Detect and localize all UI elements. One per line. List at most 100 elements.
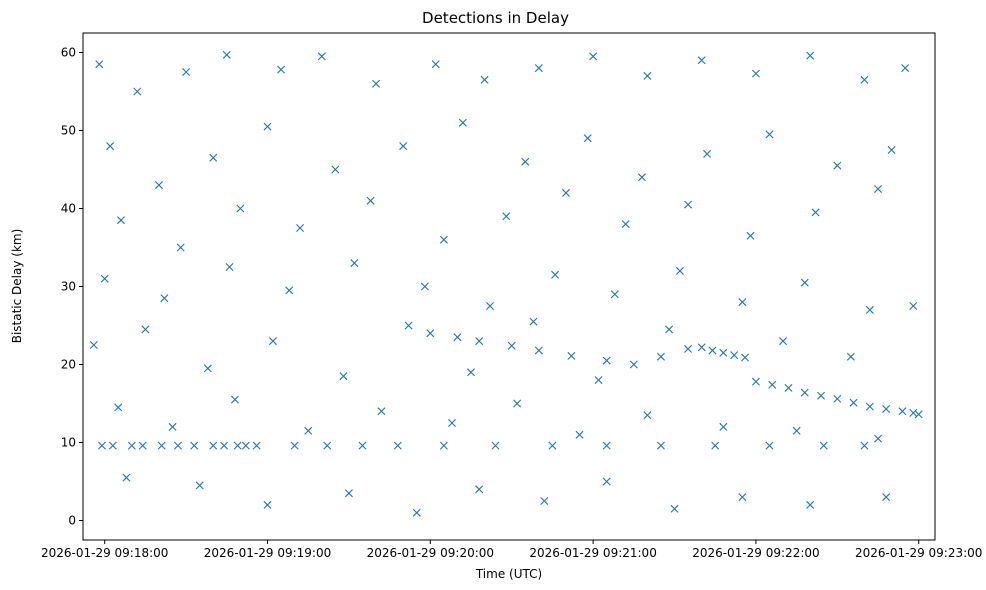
data-point xyxy=(182,68,191,76)
data-point xyxy=(684,200,693,209)
data-point xyxy=(860,75,869,84)
data-point xyxy=(393,441,402,450)
data-point xyxy=(561,188,570,197)
data-point xyxy=(157,441,166,450)
data-point xyxy=(350,259,359,268)
data-point xyxy=(420,282,429,291)
data-point xyxy=(480,75,489,84)
y-tick-label: 0 xyxy=(68,514,76,528)
data-point xyxy=(602,441,611,450)
data-point xyxy=(637,173,646,182)
data-point xyxy=(551,270,560,279)
data-point xyxy=(746,231,755,240)
data-point xyxy=(502,212,511,221)
x-tick-label: 2026-01-29 09:19:00 xyxy=(204,546,331,560)
data-point xyxy=(173,441,182,450)
data-point xyxy=(703,149,712,158)
data-point xyxy=(610,290,619,299)
data-point xyxy=(534,64,543,73)
data-point xyxy=(901,64,910,73)
data-point xyxy=(882,493,891,502)
data-point xyxy=(849,398,858,407)
data-point xyxy=(358,441,367,450)
data-point xyxy=(656,441,665,450)
data-point xyxy=(304,426,313,435)
data-point xyxy=(100,274,109,283)
data-point xyxy=(751,69,760,78)
data-point xyxy=(458,118,467,127)
data-point xyxy=(583,134,592,143)
data-point xyxy=(697,343,706,352)
data-point xyxy=(765,130,774,139)
data-point xyxy=(621,220,630,229)
data-point xyxy=(779,337,788,346)
x-tick-label: 2026-01-29 09:23:00 xyxy=(855,546,982,560)
chart-title: Detections in Delay xyxy=(422,9,569,27)
data-point xyxy=(567,351,576,360)
data-point xyxy=(222,50,231,59)
data-point xyxy=(154,181,163,190)
data-point xyxy=(290,441,299,450)
data-point xyxy=(331,165,340,174)
data-point xyxy=(285,286,294,295)
data-point xyxy=(665,325,674,334)
data-point xyxy=(241,441,250,450)
data-point xyxy=(122,473,131,482)
data-point xyxy=(865,402,874,411)
data-point xyxy=(412,508,421,517)
data-point xyxy=(602,477,611,486)
data-point xyxy=(220,441,229,450)
data-point xyxy=(874,434,883,443)
data-point xyxy=(675,266,684,275)
data-point xyxy=(800,278,809,287)
y-tick-label: 30 xyxy=(61,280,76,294)
data-point xyxy=(399,142,408,151)
data-point xyxy=(108,441,117,450)
data-point xyxy=(426,329,435,338)
data-point xyxy=(263,500,272,509)
x-axis: 2026-01-29 09:18:00 2026-01-29 09:19:00 20… xyxy=(41,540,982,560)
data-point xyxy=(323,441,332,450)
data-point xyxy=(114,403,123,412)
data-point xyxy=(133,87,142,96)
plot-frame xyxy=(82,32,936,541)
data-point xyxy=(404,321,413,330)
data-point xyxy=(548,441,557,450)
data-point xyxy=(339,372,348,381)
data-point xyxy=(116,216,125,225)
x-tick-label: 2026-01-29 09:21:00 xyxy=(529,546,656,560)
y-tick-label: 40 xyxy=(61,202,76,216)
data-point xyxy=(263,122,272,131)
x-axis-label: Time (UTC) xyxy=(475,567,542,581)
x-tick-label: 2026-01-29 09:18:00 xyxy=(41,546,168,560)
data-point xyxy=(643,411,652,420)
data-point xyxy=(751,377,760,386)
data-point xyxy=(366,196,375,205)
y-tick-label: 60 xyxy=(61,46,76,60)
data-point xyxy=(594,376,603,385)
data-point xyxy=(296,224,305,232)
data-point xyxy=(277,65,286,74)
data-point xyxy=(475,337,484,346)
data-point xyxy=(738,493,747,502)
data-point xyxy=(741,353,750,362)
data-point xyxy=(909,302,918,310)
data-point xyxy=(448,419,457,427)
data-point xyxy=(317,52,326,61)
data-point xyxy=(602,356,611,365)
data-point xyxy=(738,298,747,307)
data-point xyxy=(521,157,530,166)
data-point xyxy=(507,341,516,350)
data-point xyxy=(106,142,115,151)
data-point xyxy=(233,441,242,450)
data-point xyxy=(230,395,239,404)
data-point xyxy=(865,305,874,314)
data-point xyxy=(513,399,522,408)
data-point xyxy=(800,388,809,397)
data-point xyxy=(486,302,494,310)
data-point xyxy=(475,485,484,494)
y-axis-label: Bistatic Delay (km) xyxy=(10,229,24,344)
data-point xyxy=(882,404,891,413)
data-point xyxy=(190,441,199,450)
data-point xyxy=(467,368,476,377)
